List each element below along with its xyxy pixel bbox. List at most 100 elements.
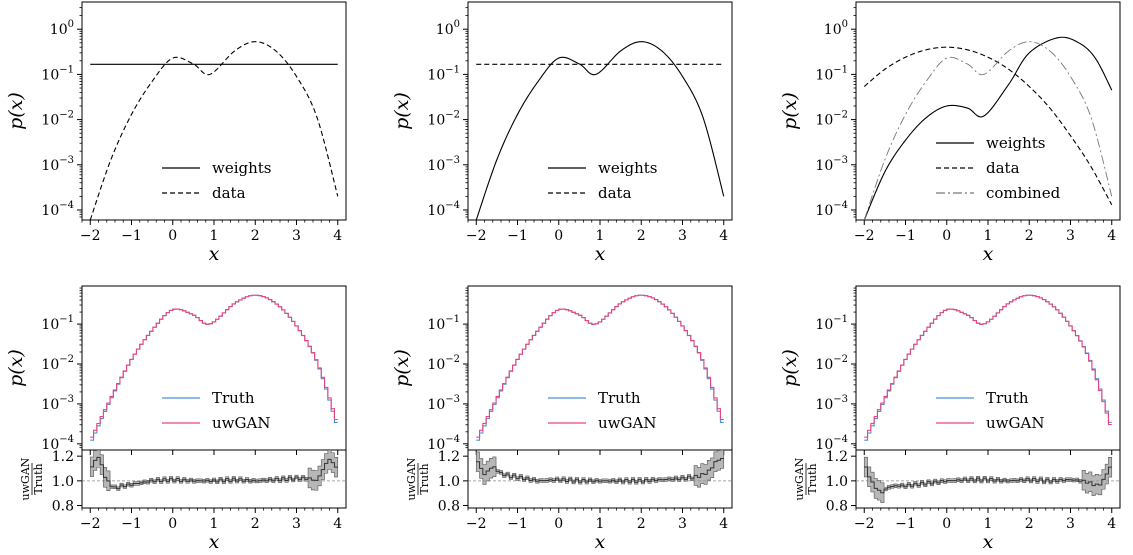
ratio-y-label-denominator: Truth [32, 463, 45, 494]
x-tick-label: 1 [596, 228, 605, 244]
x-axis-label: x [209, 243, 220, 265]
ratio-y-label: uwGAN Truth [793, 457, 819, 500]
ratio-y-tick-label: 1.0 [826, 474, 848, 490]
y-tick-label: 100 [436, 19, 460, 38]
series-line-uwGAN [90, 294, 338, 438]
y-tick-label: 10−3 [427, 155, 460, 174]
y-tick-label: 10−1 [41, 64, 74, 83]
legend-label-combined: combined [986, 184, 1061, 202]
x-tick-label: 4 [333, 228, 342, 244]
ratio-y-tick-label: 1.2 [438, 449, 460, 465]
x-tick-label: 4 [333, 516, 342, 532]
legend-label-data: data [598, 184, 632, 202]
legend-label-uwGAN: uwGAN [598, 414, 656, 432]
x-tick-label: 0 [554, 516, 563, 532]
ratio-y-label: uwGAN Truth [405, 457, 431, 500]
ratio-line [90, 456, 338, 490]
y-axis-label: p(x) [5, 349, 27, 387]
x-tick-label: 4 [1107, 228, 1116, 244]
x-tick-label: −2 [80, 228, 101, 244]
ratio-y-label-numerator: uwGAN [793, 457, 806, 500]
x-tick-label: −2 [466, 516, 487, 532]
x-tick-label: 2 [1025, 516, 1034, 532]
x-tick-label: 0 [942, 516, 951, 532]
series-line-weights [863, 36, 1113, 220]
x-tick-label: 3 [678, 228, 687, 244]
legend-label-uwGAN: uwGAN [212, 414, 270, 432]
x-tick-label: −1 [507, 516, 528, 532]
x-tick-label: 3 [292, 516, 301, 532]
x-axis-label: x [209, 531, 220, 553]
panel-top-left: 100 10−1 10−2 10−3 10−4 −2 −1 0 1 2 3 4 x p(x) weights… [5, 1, 347, 265]
y-axis-label: p(x) [779, 349, 801, 387]
x-tick-label: 4 [1107, 516, 1116, 532]
y-tick-label: 10−3 [815, 394, 848, 413]
x-tick-label: −1 [507, 228, 528, 244]
x-tick-label: 0 [168, 516, 177, 532]
x-tick-label: 3 [1066, 228, 1075, 244]
x-tick-label: 0 [942, 228, 951, 244]
ratio-error-band [863, 456, 1113, 503]
x-axis-label: x [983, 531, 994, 553]
y-tick-label: 10−2 [815, 354, 848, 373]
y-tick-label: 10−4 [815, 434, 848, 453]
ratio-y-tick-label: 1.2 [52, 449, 74, 465]
y-tick-label: 10−4 [41, 200, 74, 219]
ratio-line [476, 457, 724, 483]
y-axis-label: p(x) [5, 92, 27, 130]
legend-label-uwGAN: uwGAN [986, 414, 1044, 432]
y-tick-label: 10−3 [41, 394, 74, 413]
panel-top-right: 100 10−1 10−2 10−3 10−4 −2 −1 0 1 2 3 4 x p(x) weights… [779, 1, 1121, 265]
x-tick-label: −2 [80, 516, 101, 532]
y-tick-label: 10−1 [815, 64, 848, 83]
ratio-y-tick-label: 1.0 [438, 474, 460, 490]
x-axis-label: x [595, 531, 606, 553]
series-line-data [863, 46, 1113, 206]
y-axis-label: p(x) [391, 92, 413, 130]
y-tick-label: 10−2 [41, 354, 74, 373]
legend-label-Truth: Truth [986, 389, 1029, 407]
y-tick-label: 10−3 [41, 155, 74, 174]
x-tick-label: 2 [637, 228, 646, 244]
legend-label-weights: weights [598, 159, 658, 177]
x-tick-label: 2 [637, 516, 646, 532]
y-axis-label: p(x) [391, 349, 413, 387]
x-tick-label: −2 [854, 516, 875, 532]
x-tick-label: 2 [1025, 228, 1034, 244]
x-tick-label: −1 [895, 228, 916, 244]
legend-label-data: data [986, 159, 1020, 177]
x-tick-label: −1 [121, 228, 142, 244]
series-line-data [89, 41, 339, 220]
ratio-frame [81, 449, 347, 509]
x-tick-label: 0 [168, 228, 177, 244]
y-tick-label: 10−1 [41, 314, 74, 333]
x-axis-label: x [595, 243, 606, 265]
y-tick-label: 10−1 [815, 314, 848, 333]
x-tick-label: 0 [554, 228, 563, 244]
y-tick-label: 10−2 [815, 110, 848, 129]
y-tick-label: 10−4 [427, 434, 460, 453]
x-tick-label: 4 [719, 516, 728, 532]
legend-label-weights: weights [212, 159, 272, 177]
x-tick-label: 3 [292, 228, 301, 244]
panel-bottom-right: 10−110−210−310−4−2 −1 0 1 2 3 4xp(x)TruthuwGAN… [779, 285, 1121, 553]
ratio-y-tick-label: 0.8 [438, 499, 460, 515]
y-tick-label: 10−2 [427, 110, 460, 129]
ratio-y-tick-label: 0.8 [52, 499, 74, 515]
x-tick-label: −2 [466, 228, 487, 244]
x-tick-label: 1 [210, 516, 219, 532]
y-tick-label: 10−2 [427, 354, 460, 373]
y-tick-label: 100 [824, 19, 848, 38]
x-tick-label: 4 [719, 228, 728, 244]
panel-bottom-middle: 10−110−210−310−4−2 −1 0 1 2 3 4xp(x)TruthuwGAN… [391, 285, 733, 553]
y-tick-label: 10−2 [41, 110, 74, 129]
ratio-y-label-denominator: Truth [418, 463, 431, 494]
series-line-weights [475, 41, 725, 220]
series-line-uwGAN [476, 294, 724, 438]
ratio-y-label: uwGAN Truth [19, 457, 45, 500]
x-tick-label: −1 [895, 516, 916, 532]
y-tick-label: 10−4 [41, 434, 74, 453]
x-tick-label: −1 [121, 516, 142, 532]
ratio-y-tick-label: 1.2 [826, 449, 848, 465]
